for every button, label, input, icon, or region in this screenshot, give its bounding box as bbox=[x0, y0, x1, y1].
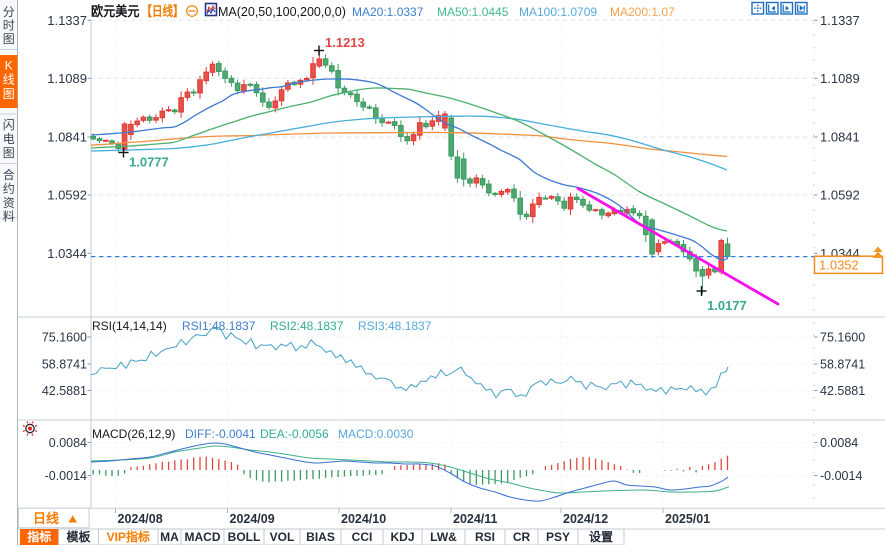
svg-text:RSI(14,14,14): RSI(14,14,14) bbox=[92, 319, 167, 333]
svg-text:1.1337: 1.1337 bbox=[47, 13, 87, 28]
svg-text:图: 图 bbox=[3, 87, 15, 101]
svg-text:75.1600: 75.1600 bbox=[42, 331, 87, 345]
svg-text:1.1337: 1.1337 bbox=[820, 13, 860, 28]
svg-text:DEA:-0.0056: DEA:-0.0056 bbox=[260, 427, 329, 441]
svg-text:RSI2:48.1837: RSI2:48.1837 bbox=[270, 319, 344, 333]
svg-text:MA20:1.0337: MA20:1.0337 bbox=[352, 5, 424, 19]
svg-text:RSI: RSI bbox=[475, 530, 495, 544]
svg-text:CCI: CCI bbox=[352, 530, 373, 544]
svg-text:【日线】: 【日线】 bbox=[142, 3, 184, 19]
svg-text:MA200:1.07: MA200:1.07 bbox=[610, 5, 675, 19]
svg-text:1.1089: 1.1089 bbox=[47, 71, 87, 86]
svg-text:约: 约 bbox=[3, 181, 15, 196]
svg-text:58.8741: 58.8741 bbox=[820, 358, 865, 372]
svg-text:1.0592: 1.0592 bbox=[820, 188, 860, 203]
svg-text:KDJ: KDJ bbox=[390, 530, 414, 544]
svg-text:资: 资 bbox=[3, 196, 15, 210]
svg-text:RSI3:48.1837: RSI3:48.1837 bbox=[358, 319, 432, 333]
svg-text:1.0352: 1.0352 bbox=[819, 258, 859, 273]
svg-text:1.1089: 1.1089 bbox=[820, 71, 860, 86]
svg-text:2024/10: 2024/10 bbox=[341, 512, 386, 526]
svg-text:75.1600: 75.1600 bbox=[820, 331, 865, 345]
svg-text:MACD:0.0030: MACD:0.0030 bbox=[338, 427, 414, 441]
svg-text:1.0841: 1.0841 bbox=[47, 130, 87, 145]
svg-text:2025/01: 2025/01 bbox=[665, 512, 710, 526]
svg-text:MACD: MACD bbox=[185, 530, 221, 544]
svg-text:图: 图 bbox=[3, 146, 15, 160]
svg-text:欧元美元: 欧元美元 bbox=[91, 3, 140, 19]
svg-text:闪: 闪 bbox=[3, 118, 15, 132]
svg-text:1.0841: 1.0841 bbox=[820, 130, 860, 145]
svg-text:BIAS: BIAS bbox=[306, 530, 335, 544]
svg-text:1.1213: 1.1213 bbox=[325, 35, 365, 50]
svg-text:VOL: VOL bbox=[270, 530, 295, 544]
svg-text:-0.0014: -0.0014 bbox=[820, 469, 862, 483]
svg-text:42.5881: 42.5881 bbox=[820, 384, 865, 398]
svg-text:2024/12: 2024/12 bbox=[563, 512, 608, 526]
svg-text:2024/09: 2024/09 bbox=[230, 512, 275, 526]
svg-text:2024/11: 2024/11 bbox=[453, 512, 498, 526]
svg-text:RSI1:48.1837: RSI1:48.1837 bbox=[182, 319, 256, 333]
svg-text:58.8741: 58.8741 bbox=[42, 358, 87, 372]
svg-text:时: 时 bbox=[3, 19, 15, 33]
svg-text:电: 电 bbox=[3, 132, 15, 146]
svg-text:MA(20,50,100,200,0,0): MA(20,50,100,200,0,0) bbox=[218, 5, 346, 19]
svg-text:CR: CR bbox=[513, 530, 531, 544]
svg-text:线: 线 bbox=[3, 73, 15, 87]
svg-text:1.0344: 1.0344 bbox=[47, 246, 87, 261]
svg-text:模板: 模板 bbox=[67, 529, 92, 544]
svg-text:PSY: PSY bbox=[546, 530, 570, 544]
svg-text:图: 图 bbox=[3, 32, 15, 46]
svg-text:MA100:1.0709: MA100:1.0709 bbox=[519, 5, 597, 19]
svg-text:0.0084: 0.0084 bbox=[820, 436, 858, 450]
svg-text:-0.0014: -0.0014 bbox=[45, 469, 87, 483]
svg-text:合: 合 bbox=[3, 167, 15, 182]
svg-text:料: 料 bbox=[3, 210, 15, 224]
svg-text:0.0084: 0.0084 bbox=[49, 436, 87, 450]
svg-text:1.0592: 1.0592 bbox=[47, 188, 87, 203]
svg-text:42.5881: 42.5881 bbox=[42, 384, 87, 398]
svg-text:指标: 指标 bbox=[27, 529, 51, 544]
svg-text:2024/08: 2024/08 bbox=[118, 512, 163, 526]
svg-text:VIP指标: VIP指标 bbox=[107, 529, 150, 544]
svg-text:分: 分 bbox=[3, 5, 15, 19]
svg-text:日线: 日线 bbox=[33, 511, 59, 526]
svg-text:MACD(26,12,9): MACD(26,12,9) bbox=[92, 427, 175, 441]
svg-text:LW&: LW& bbox=[430, 530, 457, 544]
svg-text:BOLL: BOLL bbox=[228, 530, 261, 544]
svg-text:1.0777: 1.0777 bbox=[129, 155, 169, 170]
svg-text:DIFF:-0.0041: DIFF:-0.0041 bbox=[185, 427, 256, 441]
svg-text:1.0177: 1.0177 bbox=[707, 298, 747, 313]
svg-text:MA50:1.0445: MA50:1.0445 bbox=[437, 5, 509, 19]
svg-text:MA: MA bbox=[160, 530, 179, 544]
svg-text:K: K bbox=[5, 59, 13, 73]
svg-text:设置: 设置 bbox=[589, 529, 613, 544]
